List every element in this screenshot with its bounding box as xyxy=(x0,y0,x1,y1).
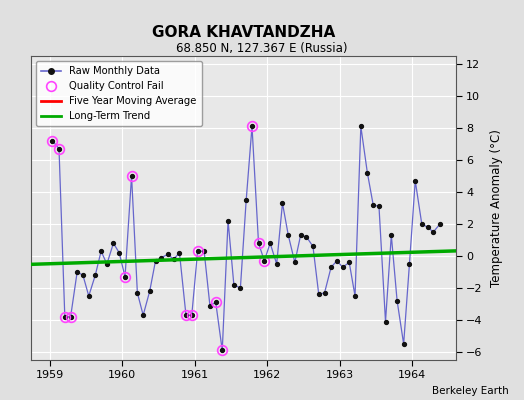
Text: Berkeley Earth: Berkeley Earth xyxy=(432,386,508,396)
Text: 68.850 N, 127.367 E (Russia): 68.850 N, 127.367 E (Russia) xyxy=(176,42,348,55)
Y-axis label: Temperature Anomaly (°C): Temperature Anomaly (°C) xyxy=(490,129,503,287)
Legend: Raw Monthly Data, Quality Control Fail, Five Year Moving Average, Long-Term Tren: Raw Monthly Data, Quality Control Fail, … xyxy=(37,61,202,126)
Title: GORA KHAVTANDZHA: GORA KHAVTANDZHA xyxy=(152,24,335,40)
